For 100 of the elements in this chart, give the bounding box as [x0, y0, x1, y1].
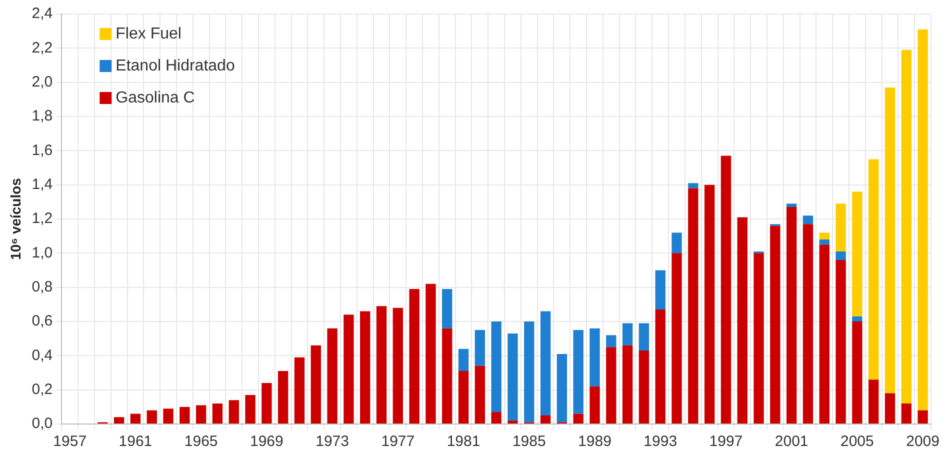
bar — [540, 415, 551, 424]
bar — [852, 316, 862, 322]
y-tick-label: 0,8 — [32, 278, 53, 296]
bar — [852, 322, 862, 424]
bar — [688, 188, 698, 424]
bar — [737, 217, 748, 424]
bar — [540, 311, 551, 416]
bar — [720, 156, 732, 424]
bar — [344, 314, 354, 424]
bar — [376, 306, 387, 424]
bar — [638, 323, 650, 351]
x-tick-label: 1981 — [446, 433, 480, 450]
bar — [802, 216, 814, 224]
bar — [754, 253, 764, 424]
bar — [491, 322, 502, 412]
y-tick-label: 0,2 — [32, 380, 53, 398]
bar — [802, 224, 814, 424]
x-tick-label: 2001 — [774, 433, 808, 450]
bar — [688, 183, 698, 188]
x-tick-label: 2009 — [906, 433, 940, 450]
y-tick-label: 1,6 — [32, 142, 53, 159]
bar — [409, 289, 420, 424]
x-tick-label: 2005 — [840, 433, 874, 450]
bar — [836, 260, 846, 424]
bar — [458, 348, 469, 372]
x-tick-label: 1993 — [644, 433, 678, 450]
bar — [180, 406, 190, 424]
bar — [327, 328, 338, 424]
y-tick-label: 0,4 — [32, 346, 53, 364]
bar — [622, 345, 633, 424]
bar — [130, 414, 141, 424]
x-tick-label: 1973 — [316, 433, 349, 450]
bar — [672, 232, 682, 254]
bar — [655, 310, 666, 424]
x-tick-label: 1977 — [381, 433, 415, 450]
bar — [884, 87, 896, 394]
bar — [360, 311, 370, 424]
bar — [392, 308, 403, 424]
bar — [868, 159, 879, 380]
legend-label: Flex Fuel — [116, 25, 182, 42]
y-tick-label: 2,0 — [32, 73, 53, 90]
bar — [901, 404, 912, 424]
bar — [442, 289, 452, 328]
bar — [508, 333, 518, 421]
bar — [508, 420, 518, 424]
bar — [212, 404, 223, 424]
bar — [606, 335, 616, 348]
bar — [590, 328, 600, 386]
bar — [442, 328, 452, 424]
x-tick-label: 1965 — [184, 433, 218, 450]
bar — [573, 414, 584, 424]
bar — [458, 371, 469, 424]
bar — [901, 50, 912, 404]
bar — [836, 204, 846, 252]
bar — [884, 393, 896, 424]
bar — [819, 244, 830, 424]
y-tick-label: 0,0 — [32, 415, 53, 432]
bar — [655, 270, 666, 310]
bar — [491, 412, 502, 424]
bar — [163, 408, 174, 424]
y-tick-label: 1,2 — [32, 210, 53, 228]
bar — [573, 330, 584, 414]
x-tick-label: 1985 — [512, 433, 546, 450]
y-tick-label: 0,6 — [32, 312, 53, 330]
bar — [704, 184, 715, 424]
bar — [524, 322, 534, 422]
bar — [918, 410, 928, 424]
bar — [196, 405, 206, 424]
bar — [852, 192, 862, 316]
x-tick-label: 1961 — [118, 433, 152, 450]
bar — [474, 330, 486, 366]
bar — [786, 207, 797, 424]
x-tick-label: 1969 — [250, 433, 284, 450]
bar — [556, 354, 568, 422]
legend-label: Etanol Hidratado — [116, 57, 235, 74]
bar — [262, 383, 272, 424]
bar — [836, 251, 846, 260]
bar — [228, 400, 239, 424]
y-tick-label: 1,8 — [32, 108, 53, 125]
bar — [146, 410, 157, 424]
y-tick-label: 1,0 — [32, 244, 53, 262]
bar — [310, 345, 321, 424]
bar — [245, 394, 256, 424]
bar — [114, 417, 124, 424]
y-axis-title: 10⁶ veículos — [7, 178, 24, 260]
bar — [672, 253, 682, 424]
x-tick-label: 1989 — [578, 433, 612, 450]
bar — [590, 386, 600, 424]
legend-label: Gasolina C — [116, 89, 195, 106]
bar — [278, 371, 288, 424]
bar — [819, 240, 830, 245]
bar — [786, 204, 797, 208]
bar — [868, 380, 879, 424]
bar — [606, 347, 616, 424]
x-tick-label: 1997 — [709, 433, 743, 450]
bar — [294, 357, 305, 424]
x-tick-label: 1957 — [53, 433, 87, 450]
bar — [770, 226, 780, 424]
bar — [426, 284, 436, 424]
bar — [638, 350, 650, 424]
